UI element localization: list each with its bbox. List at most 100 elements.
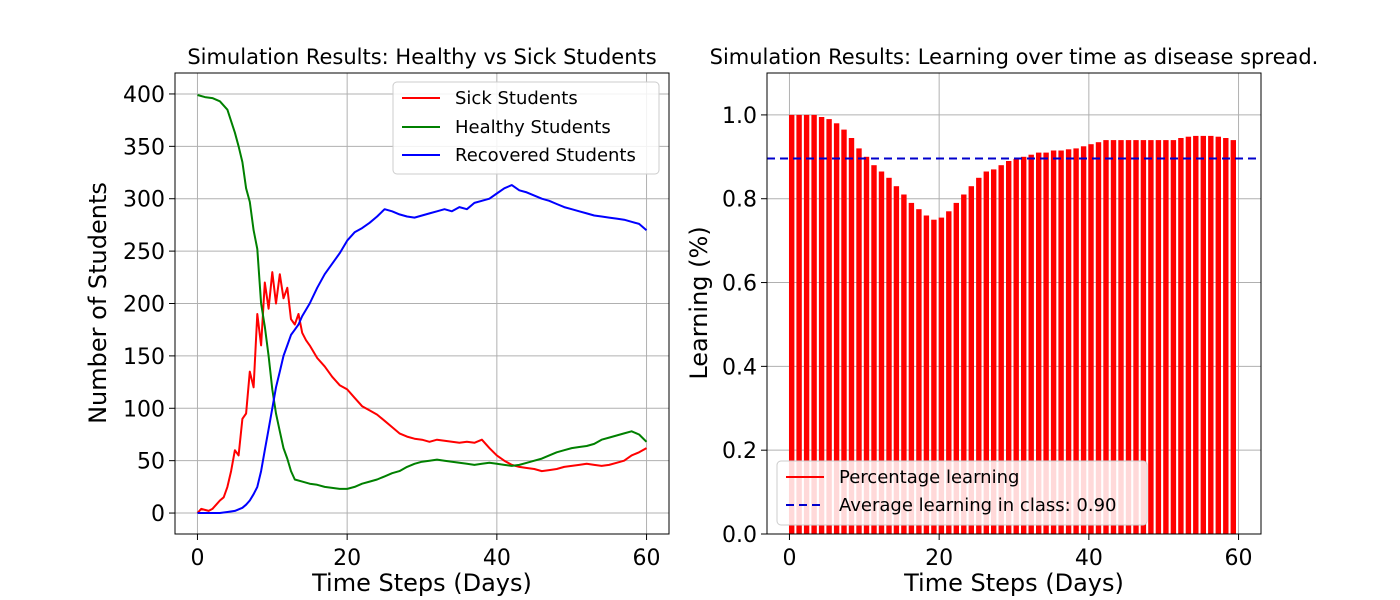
learning-bar (841, 129, 847, 534)
legend-label-average: Average learning in class: 0.90 (839, 495, 1116, 516)
learning-bar (1095, 142, 1102, 534)
right-ytick-label: 0.2 (722, 439, 757, 464)
left-ytick-label: 200 (123, 293, 165, 318)
learning-bar (1170, 140, 1177, 534)
left-xtick-label: 40 (483, 546, 511, 571)
chart-left: Simulation Results: Healthy vs Sick Stud… (84, 45, 670, 597)
learning-bar (931, 219, 937, 534)
learning-bar (833, 123, 840, 535)
learning-bar (893, 186, 900, 534)
learning-bar (938, 217, 945, 534)
learning-bar (976, 177, 982, 535)
right-xtick-label: 60 (1225, 546, 1253, 571)
left-ytick-label: 0 (151, 502, 165, 527)
learning-bar (789, 114, 795, 535)
chart-left-series (196, 94, 648, 514)
learning-bar (916, 209, 922, 534)
chart-right-xlabel: Time Steps (Days) (903, 569, 1124, 597)
learning-bar (1110, 140, 1117, 534)
learning-bar (968, 186, 974, 534)
learning-bar (878, 171, 885, 534)
learning-bar (1058, 150, 1064, 534)
learning-bar (1088, 144, 1094, 534)
learning-bar (1140, 140, 1147, 534)
learning-bar (1006, 161, 1012, 534)
chart-right: Simulation Results: Learning over time a… (685, 45, 1318, 597)
chart-left-xlabel: Time Steps (Days) (311, 569, 532, 597)
right-xtick-label: 20 (925, 546, 953, 571)
learning-bar (908, 202, 915, 534)
legend-label-sick: Sick Students (455, 88, 578, 109)
right-ytick-label: 0.6 (722, 272, 757, 297)
legend-label-learning: Percentage learning (839, 467, 1019, 488)
left-xtick-label: 60 (633, 546, 661, 571)
chart-right-plot-frame (766, 72, 1262, 535)
learning-bar (886, 177, 892, 535)
learning-bar (796, 114, 802, 535)
learning-bar (1223, 138, 1229, 534)
learning-bar (1028, 154, 1034, 534)
right-ytick-label: 0.4 (722, 355, 757, 380)
learning-bar (856, 148, 862, 534)
learning-bar (1230, 140, 1236, 534)
left-ytick-label: 150 (123, 345, 165, 370)
learning-bar (1080, 146, 1087, 535)
left-ytick-label: 350 (123, 135, 165, 160)
chart-right-title: Simulation Results: Learning over time a… (710, 45, 1319, 69)
learning-bar (1103, 140, 1109, 534)
learning-bar (803, 114, 810, 535)
learning-bar (848, 138, 855, 534)
learning-bar (1065, 149, 1072, 535)
left-ytick-label: 400 (123, 83, 165, 108)
chart-left-legend-box (392, 81, 660, 175)
learning-bar (1155, 140, 1162, 534)
learning-bar (1185, 136, 1192, 534)
learning-bar (953, 202, 959, 534)
right-ytick-label: 1.0 (722, 104, 757, 129)
right-xtick-label: 40 (1075, 546, 1103, 571)
learning-bar (863, 156, 870, 535)
learning-bar (1133, 140, 1139, 534)
left-xtick-label: 0 (190, 546, 204, 571)
chart-left-title: Simulation Results: Healthy vs Sick Stud… (187, 45, 656, 69)
left-ytick-label: 50 (137, 450, 165, 475)
learning-bar (901, 194, 907, 534)
sick-students-line (196, 271, 647, 514)
learning-bar (871, 165, 877, 534)
chart-right-legend-box (776, 460, 1148, 526)
learning-bar (1013, 158, 1019, 534)
learning-bar (1118, 140, 1124, 534)
learning-bar (1043, 152, 1049, 534)
right-ytick-label: 0.8 (722, 188, 757, 213)
right-xtick-label: 0 (782, 546, 796, 571)
learning-bar (1050, 150, 1057, 534)
learning-bar (1163, 140, 1169, 534)
learning-bar (1148, 140, 1154, 534)
learning-bar (998, 165, 1004, 534)
learning-bar (1036, 152, 1042, 534)
learning-bar (1021, 156, 1027, 535)
learning-bar (1073, 148, 1079, 534)
healthy-students-line (197, 94, 648, 490)
chart-right-bars (789, 114, 1236, 535)
legend-label-recovered: Recovered Students (455, 145, 636, 166)
chart-right-legend: Percentage learning Average learning in … (776, 460, 1148, 526)
learning-bar (983, 171, 989, 534)
right-ytick-label: 0.0 (722, 523, 757, 548)
chart-left-ylabel: Number of Students (84, 182, 112, 424)
learning-bar (991, 169, 997, 534)
learning-bar (961, 194, 967, 534)
learning-bar (1208, 135, 1214, 534)
learning-bar (923, 215, 930, 534)
learning-bar (946, 211, 952, 535)
left-ytick-label: 250 (123, 240, 165, 265)
learning-bar (1125, 140, 1132, 534)
chart-left-ticks: 0 20 40 60 0 50 100 150 200 250 300 350 400 (123, 83, 661, 571)
chart-left-legend: Sick Students Healthy Students Recovered… (392, 81, 660, 175)
left-xtick-label: 20 (333, 546, 361, 571)
left-ytick-label: 100 (123, 397, 165, 422)
learning-bar (811, 114, 817, 535)
legend-label-healthy: Healthy Students (455, 117, 611, 138)
learning-bar (826, 119, 832, 534)
